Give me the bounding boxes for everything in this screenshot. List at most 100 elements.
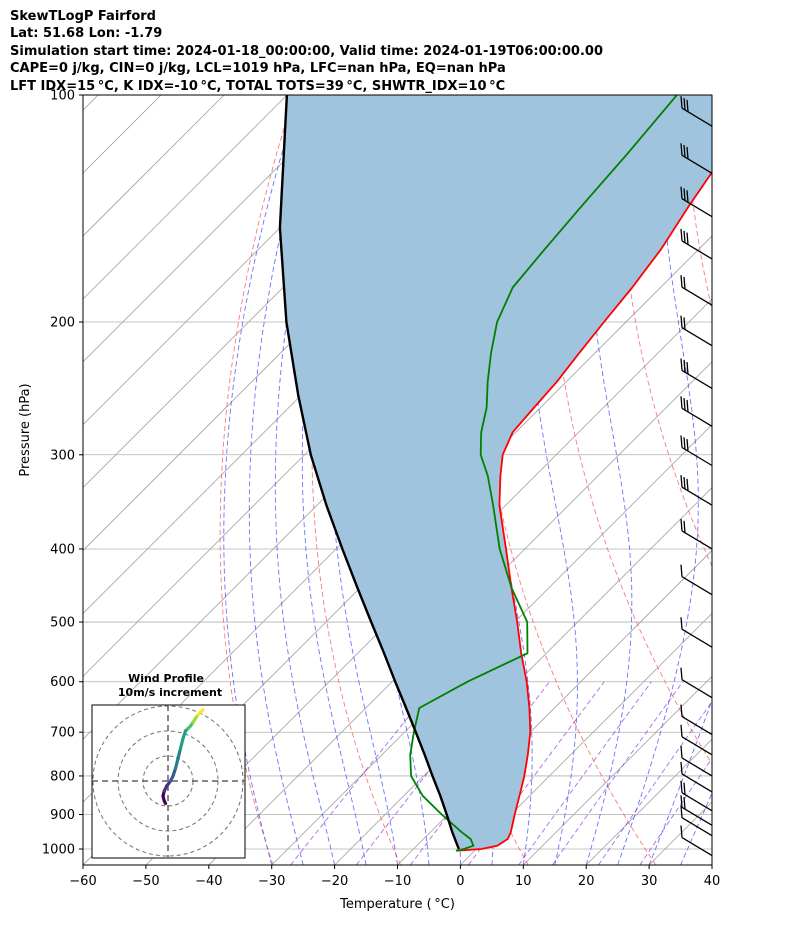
wind-barb-feather — [680, 704, 683, 717]
wind-barb — [680, 435, 713, 467]
wind-barb-feather — [686, 478, 689, 491]
isotherm — [775, 95, 794, 865]
x-tick-label: −10 — [384, 874, 411, 889]
wind-barb-feather — [680, 805, 683, 818]
y-tick-label: 100 — [50, 89, 75, 104]
wind-barb-feather — [680, 761, 683, 774]
isotherm — [83, 95, 351, 363]
wind-barb-feather — [680, 186, 683, 199]
wind-barb — [680, 780, 713, 812]
x-tick-label: −60 — [69, 874, 96, 889]
wind-barb-shaft — [681, 446, 713, 467]
y-tick-label: 500 — [50, 616, 75, 631]
moist-adiabat — [248, 95, 318, 865]
inset-subtitle: 10m/s increment — [118, 686, 222, 699]
wind-barb-feather — [686, 439, 689, 452]
wind-barb-feather — [683, 230, 686, 243]
wind-barb-feather — [680, 667, 683, 680]
wind-barb — [680, 745, 713, 777]
wind-barb-feather — [683, 437, 686, 450]
wind-barb-shaft — [681, 736, 713, 756]
wind-barb-shaft — [681, 486, 713, 506]
wind-barb-feather — [686, 190, 689, 203]
wind-barb — [680, 96, 713, 127]
wind-barb-shaft — [681, 836, 713, 857]
wind-barb-feather — [680, 724, 683, 737]
wind-barb-feather — [680, 617, 683, 630]
wind-barb-shaft — [681, 773, 713, 793]
y-tick-label: 400 — [50, 542, 75, 557]
wind-barb-shaft — [681, 792, 713, 812]
wind-barb-feather — [686, 99, 689, 112]
wind-barb — [680, 275, 713, 306]
wind-barb — [680, 475, 713, 506]
dry-adiabat — [549, 95, 712, 765]
wind-barb — [680, 724, 713, 756]
wind-barb-shaft — [681, 407, 713, 427]
moist-adiabat — [617, 95, 699, 865]
hodograph-segment — [173, 756, 180, 771]
wind-barb-feather — [680, 518, 683, 532]
mixing-ratio-line — [468, 681, 605, 865]
wind-barb — [680, 186, 713, 218]
wind-barb-shaft — [681, 530, 713, 550]
y-tick-label: 800 — [50, 769, 75, 784]
wind-barb-feather — [680, 780, 683, 793]
moist-adiabat — [680, 791, 712, 865]
wind-barb-shaft — [681, 806, 713, 826]
y-tick-label: 700 — [50, 726, 75, 741]
dry-adiabat — [750, 95, 794, 865]
inset-plot — [92, 705, 245, 858]
wind-barb-feather — [680, 435, 683, 448]
wind-barb-feather — [683, 360, 686, 373]
title-location: Lat: 51.68 Lon: -1.79 — [10, 26, 163, 42]
wind-barb-shaft — [681, 757, 713, 777]
wind-barb-shaft — [681, 715, 713, 736]
y-axis-label: Pressure (hPa) — [18, 383, 33, 476]
wind-barb-shaft — [681, 327, 713, 347]
wind-barb — [680, 805, 713, 837]
x-tick-label: 0 — [456, 874, 464, 889]
wind-barb — [680, 143, 713, 174]
y-tick-label: 200 — [50, 315, 75, 330]
axes-layer: −60 −50 −40 −30 −20 −10 0 10 20 30 40 1000 900 800 700… — [18, 89, 720, 913]
wind-barb-shaft — [681, 576, 713, 596]
wind-barb-feather — [680, 358, 683, 371]
hodograph-segment — [198, 708, 205, 714]
wind-barb-shaft — [681, 286, 713, 306]
wind-barb — [680, 795, 713, 826]
wind-barb — [680, 825, 713, 857]
wind-barb-feather — [686, 399, 689, 412]
hodograph-segment — [178, 736, 185, 751]
wind-barb-feather — [683, 317, 686, 330]
y-tick-label: 1000 — [42, 843, 75, 858]
wind-barb-feather — [680, 825, 683, 838]
wind-barb-feather — [683, 520, 686, 533]
wind-barb — [680, 564, 713, 596]
x-tick-label: 40 — [704, 874, 721, 889]
wind-barb-feather — [686, 146, 689, 159]
wind-barb — [680, 315, 713, 347]
isotherm — [145, 298, 712, 865]
hodograph-segment — [176, 746, 183, 761]
x-tick-label: −50 — [132, 874, 159, 889]
wind-barb-feather — [680, 396, 683, 409]
wind-barb-feather — [683, 97, 686, 111]
moist-adiabat — [525, 95, 578, 865]
x-axis-label: Temperature ( °C) — [339, 897, 455, 912]
wind-barb — [680, 761, 713, 793]
isotherm — [460, 612, 712, 865]
isotherm — [83, 95, 288, 300]
wind-barb-feather — [680, 275, 683, 288]
wind-barb-shaft — [681, 240, 713, 260]
wind-barb — [680, 704, 713, 736]
title-indices-1: CAPE=0 j/kg, CIN=0 j/kg, LCL=1019 hPa, L… — [10, 61, 506, 77]
isotherm — [523, 675, 712, 865]
y-tick-label: 300 — [50, 448, 75, 463]
title-indices-2: LFT IDX=15 °C, K IDX=-10 °C, TOTAL TOTS=… — [10, 78, 506, 94]
inset-title: Wind Profile — [128, 672, 204, 685]
wind-barb-feather — [686, 361, 689, 375]
wind-barb-feather — [686, 232, 689, 245]
wind-barb-feather — [680, 745, 683, 759]
